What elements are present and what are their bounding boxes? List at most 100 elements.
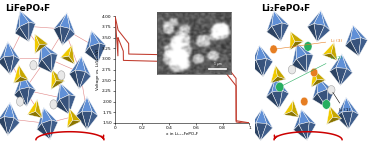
Polygon shape [297,43,313,55]
Polygon shape [299,122,309,140]
Y-axis label: Voltage vs. Li/Li⁺ (V): Voltage vs. Li/Li⁺ (V) [95,49,100,90]
Polygon shape [35,34,48,45]
Polygon shape [67,13,75,34]
Polygon shape [42,54,52,73]
Polygon shape [266,77,276,97]
Polygon shape [272,77,282,92]
Polygon shape [321,10,330,30]
Polygon shape [279,90,289,109]
Polygon shape [317,25,330,42]
Polygon shape [76,96,87,116]
Polygon shape [290,31,304,42]
Polygon shape [51,81,65,90]
Polygon shape [52,70,65,81]
Polygon shape [331,42,337,61]
Circle shape [17,97,24,106]
Polygon shape [36,99,42,118]
Polygon shape [272,11,282,26]
Polygon shape [350,25,361,40]
Polygon shape [327,106,333,124]
Polygon shape [69,56,81,74]
Polygon shape [15,27,29,42]
Polygon shape [69,45,74,64]
Polygon shape [70,108,81,121]
Polygon shape [292,43,297,65]
Polygon shape [346,97,359,114]
Polygon shape [296,54,307,73]
Polygon shape [341,68,353,86]
Polygon shape [38,43,42,66]
Polygon shape [59,95,69,114]
Polygon shape [342,97,353,112]
Polygon shape [60,26,70,45]
Polygon shape [317,89,327,108]
Polygon shape [19,10,29,27]
Polygon shape [14,89,27,106]
Polygon shape [256,58,266,77]
Polygon shape [35,34,40,54]
Polygon shape [313,69,326,80]
Circle shape [328,86,335,94]
Polygon shape [290,41,304,50]
Circle shape [58,71,65,80]
Polygon shape [42,43,57,54]
Polygon shape [42,120,51,139]
Polygon shape [4,41,14,57]
Circle shape [310,68,318,77]
Text: LiFePO₄F: LiFePO₄F [6,4,51,13]
Polygon shape [38,59,52,73]
Polygon shape [359,38,367,56]
Polygon shape [59,83,69,99]
Polygon shape [35,44,48,54]
Polygon shape [82,111,92,130]
Text: 1 μm: 1 μm [214,62,222,66]
Polygon shape [271,77,286,83]
Polygon shape [62,29,75,45]
Polygon shape [342,111,353,129]
Polygon shape [327,89,334,108]
Polygon shape [14,77,28,83]
Polygon shape [85,30,91,53]
Polygon shape [91,30,106,45]
Polygon shape [336,68,347,86]
Polygon shape [350,38,361,56]
Polygon shape [281,23,289,42]
Polygon shape [349,111,359,129]
Polygon shape [307,24,317,42]
Polygon shape [10,102,20,123]
Polygon shape [256,45,266,60]
Polygon shape [353,25,367,40]
Polygon shape [290,31,295,50]
Polygon shape [81,56,91,76]
Polygon shape [292,59,307,73]
Polygon shape [67,108,73,128]
Polygon shape [8,118,20,136]
Polygon shape [307,10,321,27]
Polygon shape [284,100,293,115]
Circle shape [30,61,37,70]
Polygon shape [14,74,22,95]
Polygon shape [54,26,62,45]
Polygon shape [250,45,259,65]
X-axis label: x in Li₁₊ₓFePO₄F: x in Li₁₊ₓFePO₄F [166,132,198,136]
Text: Li (3): Li (3) [276,39,342,49]
Circle shape [301,97,308,106]
Polygon shape [54,13,67,29]
Polygon shape [336,97,346,117]
Circle shape [322,100,330,109]
Polygon shape [15,10,20,33]
Polygon shape [293,124,307,140]
Polygon shape [90,43,99,62]
Polygon shape [260,123,273,141]
Polygon shape [336,112,349,129]
Polygon shape [0,117,8,136]
Polygon shape [330,54,342,71]
Polygon shape [267,11,274,32]
Polygon shape [271,65,277,83]
Polygon shape [42,107,51,123]
Polygon shape [60,56,74,64]
Polygon shape [293,109,302,130]
Polygon shape [19,74,29,89]
Polygon shape [50,120,58,139]
Text: Li (1): Li (1) [333,92,350,112]
